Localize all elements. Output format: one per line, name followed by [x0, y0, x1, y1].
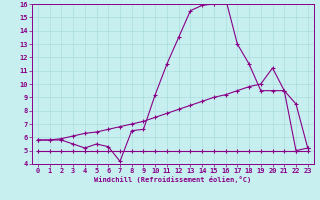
X-axis label: Windchill (Refroidissement éolien,°C): Windchill (Refroidissement éolien,°C) [94, 176, 252, 183]
